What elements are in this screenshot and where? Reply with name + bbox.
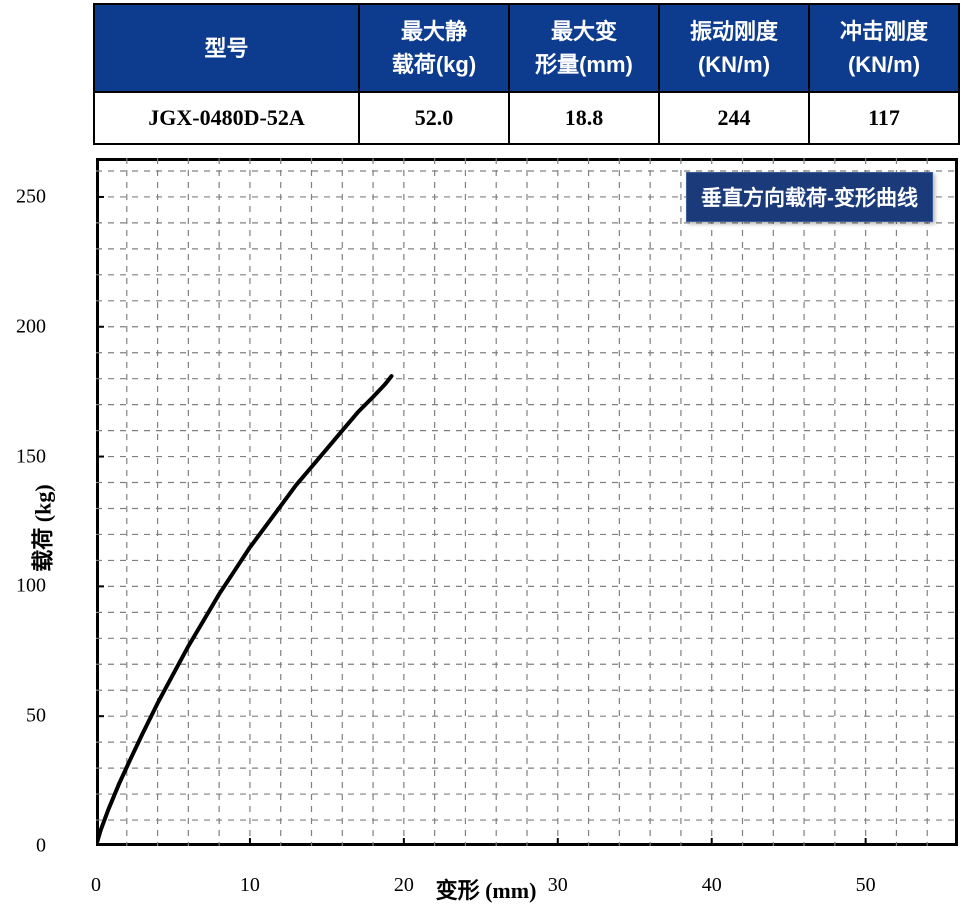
th-vibration-stiffness: 振动刚度(KN/m) bbox=[659, 4, 809, 92]
chart-area: 载荷 (kg) 变形 (mm) 垂直方向载荷-变形曲线 050100150200… bbox=[6, 153, 966, 903]
th-max-static-load: 最大静载荷(kg) bbox=[359, 4, 509, 92]
td-max-deformation: 18.8 bbox=[509, 92, 659, 144]
plot-svg bbox=[96, 158, 958, 846]
y-tick: 250 bbox=[2, 185, 46, 208]
y-tick: 0 bbox=[2, 835, 46, 858]
x-tick: 0 bbox=[91, 874, 101, 897]
table-row: JGX-0480D-52A 52.0 18.8 244 117 bbox=[94, 92, 959, 144]
td-vibration-stiffness: 244 bbox=[659, 92, 809, 144]
x-tick: 50 bbox=[856, 874, 876, 897]
x-tick: 20 bbox=[394, 874, 414, 897]
x-tick: 10 bbox=[240, 874, 260, 897]
spec-table: 型号 最大静载荷(kg) 最大变形量(mm) 振动刚度(KN/m) 冲击刚度(K… bbox=[93, 3, 960, 145]
x-axis-label: 变形 (mm) bbox=[436, 873, 537, 905]
x-tick: 40 bbox=[702, 874, 722, 897]
th-max-deformation: 最大变形量(mm) bbox=[509, 4, 659, 92]
table-header-row: 型号 最大静载荷(kg) 最大变形量(mm) 振动刚度(KN/m) 冲击刚度(K… bbox=[94, 4, 959, 92]
th-model: 型号 bbox=[94, 4, 359, 92]
td-impact-stiffness: 117 bbox=[809, 92, 959, 144]
y-tick: 150 bbox=[2, 445, 46, 468]
y-tick: 200 bbox=[2, 315, 46, 338]
td-max-static-load: 52.0 bbox=[359, 92, 509, 144]
x-tick: 30 bbox=[548, 874, 568, 897]
td-model: JGX-0480D-52A bbox=[94, 92, 359, 144]
th-impact-stiffness: 冲击刚度(KN/m) bbox=[809, 4, 959, 92]
chart-legend: 垂直方向载荷-变形曲线 bbox=[686, 172, 933, 222]
y-tick: 100 bbox=[2, 575, 46, 598]
y-axis-label: 载荷 (kg) bbox=[26, 484, 58, 571]
y-tick: 50 bbox=[2, 705, 46, 728]
